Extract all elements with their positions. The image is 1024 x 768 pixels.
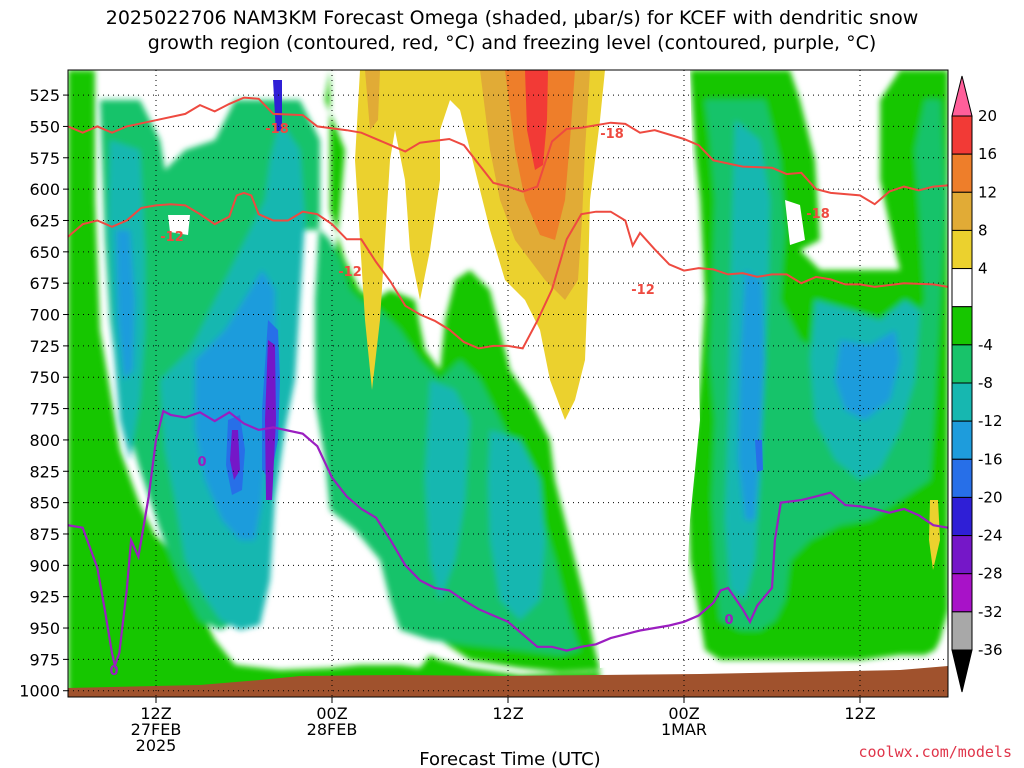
colorbar-swatch xyxy=(951,268,973,308)
omega-shade-blue-top xyxy=(273,80,282,132)
colorbar-label: 20 xyxy=(978,107,997,125)
colorbar-swatch xyxy=(951,382,973,422)
site-credit: coolwx.com/models xyxy=(858,743,1012,761)
colorbar-swatch xyxy=(951,229,973,270)
colorbar-label: 4 xyxy=(978,260,988,278)
dgz-label-minus12: -12 xyxy=(631,283,655,298)
freezing-label-zero: 0 xyxy=(724,613,733,628)
y-tick-label: 700 xyxy=(29,306,60,325)
omega-shade-purple xyxy=(230,340,276,500)
colorbar-label: 12 xyxy=(978,183,997,201)
y-tick-label: 850 xyxy=(29,494,60,513)
colorbar-label: -32 xyxy=(978,603,1003,621)
x-tick-label: 1MAR xyxy=(661,720,707,739)
y-axis: 525 550 575 600 625 650 675 700 725 750 775 800 825 8… xyxy=(19,86,68,701)
y-tick-label: 675 xyxy=(29,274,60,293)
colorbar-swatch xyxy=(951,420,973,460)
colorbar-label: -24 xyxy=(978,527,1003,545)
colorbar-swatch xyxy=(951,458,973,498)
y-tick-label: 750 xyxy=(29,368,60,387)
colorbar-swatch xyxy=(951,611,973,651)
colorbar-label: 8 xyxy=(978,221,988,239)
colorbar-swatch xyxy=(951,306,973,346)
colorbar-label: -4 xyxy=(978,336,993,354)
colorbar-swatch xyxy=(951,573,973,613)
y-tick-label: 975 xyxy=(29,650,60,669)
x-tick-label: 12Z xyxy=(492,704,523,723)
colorbar-label: -20 xyxy=(978,488,1003,506)
colorbar-swatch xyxy=(951,535,973,575)
omega-shading xyxy=(68,70,948,697)
y-tick-label: 550 xyxy=(29,117,60,136)
y-tick-label: 725 xyxy=(29,337,60,356)
y-tick-label: 950 xyxy=(29,619,60,638)
colorbar-swatch xyxy=(951,115,973,155)
colorbar-swatch xyxy=(951,153,973,193)
colorbar: 20 16 12 8 4 -4 -8 -12 -16 -20 -24 -28 -32 -36 xyxy=(951,75,1003,693)
colorbar-label: -28 xyxy=(978,565,1003,583)
dgz-contour-minus18 xyxy=(68,96,948,206)
omega-shade-red xyxy=(525,70,548,170)
dotted-grid xyxy=(68,70,948,697)
freezing-label-zero: 0 xyxy=(109,664,118,679)
freezing-level-contour xyxy=(68,409,948,670)
freezing-label-zero: 0 xyxy=(197,455,206,470)
x-axis-title: Forecast Time (UTC) xyxy=(419,749,600,768)
y-tick-label: 600 xyxy=(29,180,60,199)
colorbar-label: -36 xyxy=(978,641,1003,659)
omega-shade-white-gap xyxy=(168,70,805,668)
colorbar-swatch xyxy=(951,496,973,537)
chart-title-line-1: 2025022706 NAM3KM Forecast Omega (shaded… xyxy=(106,7,919,29)
y-tick-label: 900 xyxy=(29,556,60,575)
y-tick-label: 875 xyxy=(29,525,60,544)
colorbar-label: -12 xyxy=(978,412,1003,430)
colorbar-top-arrow xyxy=(951,75,973,117)
y-tick-label: 525 xyxy=(29,86,60,105)
x-tick-label: 27FEB xyxy=(131,720,182,739)
dgz-label-minus18: -18 xyxy=(600,127,624,142)
y-tick-label: 650 xyxy=(29,243,60,262)
y-tick-label: 825 xyxy=(29,462,60,481)
x-tick-label: 12Z xyxy=(844,704,875,723)
x-tick-label: 00Z xyxy=(316,704,347,723)
plot-area: -18 -18 -18 -12 -12 -12 0 0 0 xyxy=(67,69,949,698)
y-tick-label: 800 xyxy=(29,431,60,450)
y-tick-label: 775 xyxy=(29,400,60,419)
dgz-label-minus18: -18 xyxy=(806,207,830,222)
dgz-contour-minus12 xyxy=(68,191,948,350)
ground-terrain xyxy=(68,666,948,697)
dgz-label-minus12: -12 xyxy=(338,265,362,280)
contour-labels: -18 -18 -18 -12 -12 -12 0 0 0 xyxy=(109,122,829,679)
y-tick-label: 1000 xyxy=(19,682,60,701)
colorbar-label: -16 xyxy=(978,450,1003,468)
x-tick-label: 2025 xyxy=(136,736,177,755)
y-tick-label: 625 xyxy=(29,211,60,230)
x-tick-label: 12Z xyxy=(140,704,171,723)
colorbar-swatch xyxy=(951,344,973,384)
y-tick-label: 925 xyxy=(29,588,60,607)
colorbar-label: 16 xyxy=(978,145,997,163)
x-tick-label: 00Z xyxy=(668,704,699,723)
x-tick-label: 28FEB xyxy=(307,720,358,739)
omega-shade-lightblue xyxy=(116,230,900,540)
y-tick-label: 575 xyxy=(29,149,60,168)
contour-lines xyxy=(68,96,948,670)
colorbar-label: -8 xyxy=(978,374,993,392)
dgz-label-minus18: -18 xyxy=(265,122,289,137)
colorbar-bottom-arrow xyxy=(951,649,973,693)
colorbar-swatch xyxy=(951,191,973,231)
dgz-label-minus12: -12 xyxy=(160,230,184,245)
chart-title-line-2: growth region (contoured, red, °C) and f… xyxy=(148,32,877,54)
